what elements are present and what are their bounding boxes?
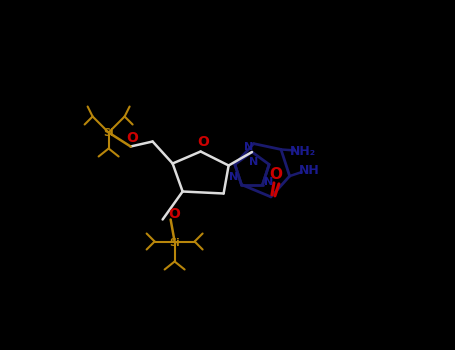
Text: N: N — [249, 157, 258, 167]
Text: O: O — [269, 167, 283, 182]
Text: O: O — [169, 208, 181, 222]
Text: O: O — [126, 131, 139, 145]
Text: NH₂: NH₂ — [290, 145, 316, 158]
Text: O: O — [197, 134, 210, 148]
Text: N: N — [264, 176, 273, 187]
Text: Si: Si — [169, 238, 180, 248]
Text: Si: Si — [103, 128, 114, 139]
Text: N: N — [244, 142, 253, 152]
Text: N: N — [229, 172, 238, 182]
Text: NH: NH — [299, 163, 320, 177]
